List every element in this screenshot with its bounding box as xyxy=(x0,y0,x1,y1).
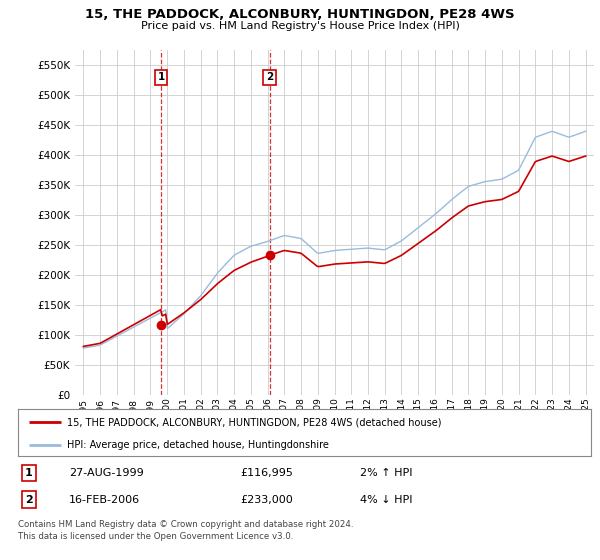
Text: 2: 2 xyxy=(25,494,32,505)
Text: HPI: Average price, detached house, Huntingdonshire: HPI: Average price, detached house, Hunt… xyxy=(67,440,329,450)
Text: 1: 1 xyxy=(25,468,32,478)
Text: 1: 1 xyxy=(158,72,165,82)
Text: £233,000: £233,000 xyxy=(240,494,293,505)
Text: 15, THE PADDOCK, ALCONBURY, HUNTINGDON, PE28 4WS: 15, THE PADDOCK, ALCONBURY, HUNTINGDON, … xyxy=(85,8,515,21)
Text: 27-AUG-1999: 27-AUG-1999 xyxy=(69,468,144,478)
Text: 4% ↓ HPI: 4% ↓ HPI xyxy=(360,494,413,505)
Text: 15, THE PADDOCK, ALCONBURY, HUNTINGDON, PE28 4WS (detached house): 15, THE PADDOCK, ALCONBURY, HUNTINGDON, … xyxy=(67,417,441,427)
Text: Contains HM Land Registry data © Crown copyright and database right 2024.
This d: Contains HM Land Registry data © Crown c… xyxy=(18,520,353,542)
Text: 2% ↑ HPI: 2% ↑ HPI xyxy=(360,468,413,478)
Text: £116,995: £116,995 xyxy=(240,468,293,478)
Text: 16-FEB-2006: 16-FEB-2006 xyxy=(69,494,140,505)
Text: Price paid vs. HM Land Registry's House Price Index (HPI): Price paid vs. HM Land Registry's House … xyxy=(140,21,460,31)
Text: 2: 2 xyxy=(266,72,273,82)
